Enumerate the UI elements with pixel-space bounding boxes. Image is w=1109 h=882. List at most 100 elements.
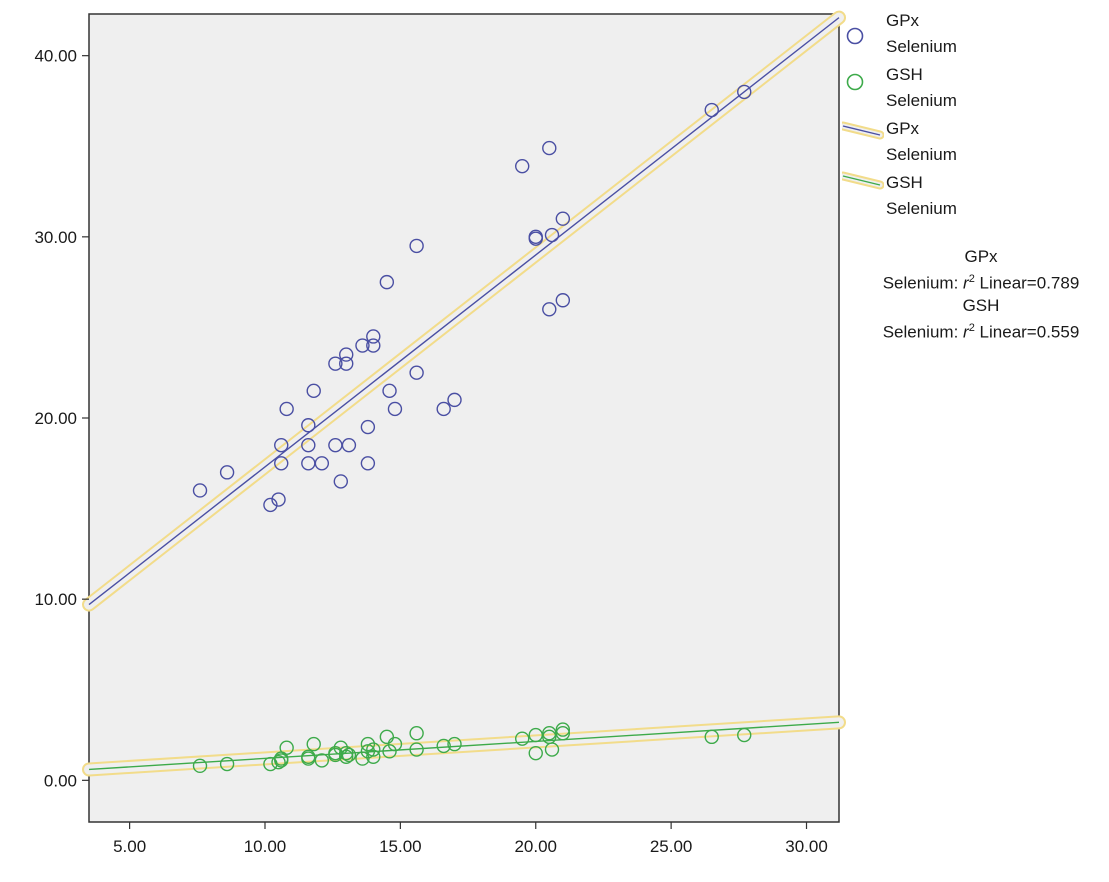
legend-item-gsh-line: GSH Selenium — [842, 170, 1012, 224]
data-point — [542, 302, 557, 317]
plot-area — [88, 13, 840, 823]
data-point — [447, 392, 462, 408]
x-tick-label: 30.00 — [785, 837, 828, 856]
legend-circle-icon-blue — [846, 27, 864, 45]
y-tick-label: 0.00 — [44, 771, 77, 790]
data-point — [274, 753, 289, 768]
data-point — [387, 401, 403, 417]
rsq-r: r — [963, 273, 969, 293]
data-point — [409, 726, 424, 741]
r-squared-annotations: GPx Selenium: r2 Linear=0.789 GSH Seleni… — [856, 246, 1106, 343]
data-point — [544, 227, 560, 243]
rsq-gsh-value: Selenium: r2 Linear=0.559 — [856, 317, 1106, 344]
data-point — [306, 383, 321, 399]
rsq-gpx-title: GPx — [964, 247, 998, 266]
rsq-prefix: Selenium: — [882, 322, 964, 342]
data-point — [379, 729, 395, 745]
data-point — [339, 745, 354, 761]
data-point — [219, 756, 235, 772]
data-point — [360, 456, 376, 471]
data-point — [314, 753, 330, 768]
legend: GPx Selenium GSH Selenium GPx Selenium — [842, 8, 1012, 224]
data-point — [382, 744, 397, 759]
legend-item-gpx-line: GPx Selenium — [842, 116, 1012, 170]
y-tick-label: 20.00 — [34, 409, 77, 428]
data-point — [263, 497, 278, 513]
data-point — [737, 84, 752, 100]
rsq-suffix: Linear=0.559 — [974, 322, 1080, 342]
legend-circle-icon-green — [846, 73, 864, 91]
legend-label-line1: GPx — [886, 11, 920, 30]
data-point — [436, 401, 451, 417]
legend-label-line2: Selenium — [886, 199, 957, 218]
rsq-gpx-value: Selenium: r2 Linear=0.789 — [856, 268, 1106, 295]
data-point — [339, 356, 354, 371]
data-point — [737, 727, 752, 743]
x-tick-label: 25.00 — [650, 837, 693, 856]
data-point — [271, 755, 286, 770]
legend-fit-line-icon-blue — [842, 121, 884, 140]
legend-item-gsh-marker: GSH Selenium — [842, 62, 1012, 116]
data-point — [274, 437, 289, 453]
data-point — [301, 418, 316, 433]
data-point — [328, 356, 343, 371]
rsq-r: r — [963, 322, 969, 342]
data-point — [301, 437, 316, 453]
rsq-suffix: Linear=0.789 — [974, 273, 1080, 293]
data-point — [339, 749, 354, 764]
data-point — [366, 749, 381, 764]
rsq-gsh-title: GSH — [962, 295, 1000, 315]
data-point — [360, 736, 376, 752]
axes: 5.00 10.00 15.00 20.00 25.00 30.00 0.00 10.00 20… — [34, 47, 827, 856]
x-tick-label: 15.00 — [379, 837, 422, 856]
data-points — [192, 84, 752, 774]
data-point — [555, 293, 571, 308]
legend-fit-line-icon-green — [842, 171, 884, 190]
data-point — [274, 456, 289, 471]
data-point — [528, 231, 543, 246]
data-point — [555, 726, 571, 741]
x-tick-label: 5.00 — [113, 837, 146, 856]
data-point — [306, 736, 321, 752]
data-point — [542, 729, 557, 745]
rsq-sup: 2 — [968, 273, 975, 285]
data-point — [366, 329, 381, 344]
data-point — [436, 738, 451, 754]
data-point — [704, 729, 719, 745]
legend-label-line2: Selenium — [886, 37, 957, 56]
data-point — [328, 745, 343, 761]
data-point — [192, 758, 208, 774]
data-point — [542, 140, 557, 156]
data-point — [382, 383, 397, 399]
data-point — [515, 158, 530, 174]
data-point — [387, 736, 403, 752]
y-tick-label: 40.00 — [34, 47, 77, 66]
data-point — [333, 474, 349, 489]
y-tick-label: 30.00 — [34, 228, 77, 247]
data-point — [341, 747, 357, 763]
rsq-sup: 2 — [968, 321, 975, 334]
legend-label-line1: GPx — [886, 119, 920, 138]
data-point — [704, 102, 719, 118]
y-tick-label: 10.00 — [34, 590, 77, 609]
data-point — [341, 437, 357, 453]
legend-label-line2: Selenium — [886, 145, 957, 164]
data-point — [366, 338, 381, 353]
data-point — [219, 465, 235, 480]
data-point — [271, 492, 286, 507]
data-point — [555, 722, 571, 737]
data-point — [279, 740, 294, 755]
data-point — [355, 338, 370, 353]
x-tick-label: 10.00 — [244, 837, 287, 856]
data-point — [409, 365, 424, 380]
data-point — [409, 238, 424, 254]
data-point — [192, 483, 208, 498]
legend-label-line2: Selenium — [886, 91, 957, 110]
data-point — [355, 751, 370, 766]
legend-label-line1: GSH — [886, 173, 923, 192]
data-point — [339, 347, 354, 362]
data-point — [447, 736, 462, 752]
data-point — [528, 745, 543, 761]
data-point — [314, 456, 330, 471]
